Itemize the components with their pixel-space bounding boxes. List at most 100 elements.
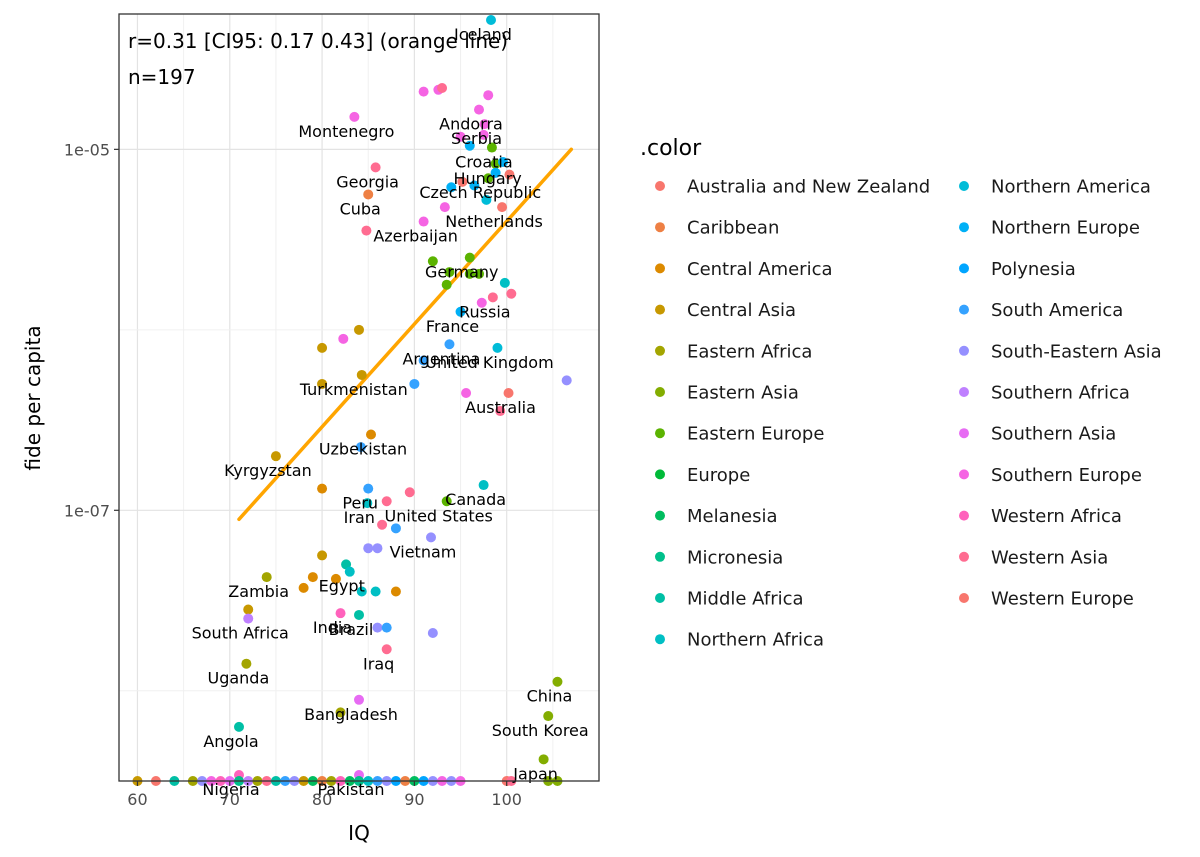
data-point bbox=[427, 628, 438, 639]
data-point bbox=[370, 586, 381, 597]
data-point bbox=[404, 487, 415, 498]
data-point bbox=[446, 182, 457, 193]
data-point bbox=[377, 519, 388, 530]
data-point bbox=[363, 543, 374, 554]
data-point bbox=[506, 288, 517, 299]
point-label: Canada bbox=[445, 490, 506, 509]
data-point bbox=[499, 277, 510, 288]
point-label: Japan bbox=[512, 764, 558, 783]
data-point bbox=[464, 252, 475, 263]
legend-swatch bbox=[655, 551, 665, 562]
point-label: Bangladesh bbox=[304, 705, 398, 724]
x-tick-label: 70 bbox=[220, 790, 240, 809]
data-point bbox=[298, 582, 309, 593]
data-point bbox=[241, 658, 252, 669]
data-point bbox=[487, 292, 498, 303]
data-point bbox=[366, 429, 376, 440]
legend-swatch bbox=[655, 304, 665, 315]
data-point bbox=[483, 173, 494, 184]
y-tick-label: 1e-07 bbox=[64, 501, 110, 520]
legend-swatch bbox=[959, 387, 969, 397]
legend-swatch bbox=[959, 345, 969, 356]
data-points bbox=[234, 15, 572, 780]
point-label: Zambia bbox=[228, 582, 289, 601]
point-label: India bbox=[313, 618, 352, 637]
data-point bbox=[317, 342, 328, 353]
legend-swatch bbox=[655, 263, 665, 274]
legend-title: .color bbox=[640, 136, 702, 161]
point-label: Australia bbox=[465, 398, 536, 417]
point-label: Azerbaijan bbox=[373, 227, 458, 246]
legend-swatch bbox=[959, 551, 969, 562]
data-point bbox=[381, 622, 392, 633]
legend-swatch bbox=[959, 510, 969, 521]
point-label: Andorra bbox=[439, 115, 503, 134]
data-point bbox=[349, 111, 360, 122]
data-point bbox=[418, 355, 429, 366]
legend-label: Southern Africa bbox=[991, 383, 1130, 404]
data-point bbox=[261, 572, 272, 583]
data-point bbox=[492, 342, 503, 353]
legend-label: Northern America bbox=[991, 177, 1151, 198]
legend-label: Micronesia bbox=[687, 547, 783, 568]
point-label: United States bbox=[385, 506, 493, 525]
panel-border bbox=[118, 13, 600, 782]
legend-label: Eastern Africa bbox=[687, 341, 812, 362]
legend-swatch bbox=[959, 304, 969, 315]
legend-label: Melanesia bbox=[687, 506, 778, 527]
legend-swatch bbox=[959, 428, 969, 439]
point-label: Vietnam bbox=[390, 542, 457, 561]
data-point bbox=[362, 498, 373, 509]
legend-label: Europe bbox=[687, 465, 750, 486]
data-point bbox=[552, 676, 563, 687]
legend-swatch bbox=[959, 263, 969, 274]
data-point bbox=[464, 268, 475, 279]
data-point bbox=[270, 451, 281, 462]
data-point bbox=[478, 480, 489, 491]
data-point bbox=[390, 586, 401, 597]
data-point bbox=[457, 176, 468, 187]
point-label: Uganda bbox=[207, 669, 269, 688]
legend-label: Caribbean bbox=[687, 218, 779, 239]
data-point bbox=[444, 339, 455, 350]
annotation-stats: r=0.31 [CI95: 0.17 0.43] (orange line) bbox=[128, 29, 508, 53]
data-point bbox=[481, 194, 492, 205]
data-point bbox=[461, 387, 472, 398]
data-point bbox=[478, 129, 489, 140]
data-point bbox=[476, 297, 487, 308]
legend-swatch bbox=[655, 634, 665, 645]
data-point bbox=[356, 369, 367, 380]
data-point bbox=[441, 496, 452, 507]
data-point bbox=[355, 442, 366, 453]
data-point bbox=[307, 572, 318, 583]
point-label: Georgia bbox=[336, 172, 399, 191]
point-label: Nigeria bbox=[202, 780, 259, 799]
data-point bbox=[439, 202, 450, 213]
legend-swatch bbox=[655, 345, 665, 356]
data-point bbox=[561, 375, 572, 386]
data-point bbox=[317, 378, 328, 389]
legend: .color Australia and New Zealand Caribbea… bbox=[640, 136, 1162, 651]
data-point bbox=[483, 90, 494, 101]
data-point bbox=[444, 267, 455, 278]
point-label: Pakistan bbox=[318, 780, 385, 799]
data-point bbox=[441, 279, 452, 290]
legend-label: Middle Africa bbox=[687, 589, 804, 610]
point-label: Russia bbox=[459, 302, 510, 321]
point-label: Montenegro bbox=[298, 122, 394, 141]
data-point bbox=[504, 169, 515, 180]
point-label: Serbia bbox=[451, 129, 502, 148]
legend-swatch bbox=[959, 469, 969, 480]
x-tick-label: 90 bbox=[404, 790, 424, 809]
legend-label: South America bbox=[991, 300, 1123, 321]
point-label: Peru bbox=[342, 494, 378, 513]
legend-label: Western Africa bbox=[991, 506, 1122, 527]
data-point bbox=[474, 268, 484, 279]
legend-swatch bbox=[655, 593, 665, 603]
data-point bbox=[372, 622, 383, 633]
point-label: Kyrgyzstan bbox=[224, 461, 312, 480]
data-point bbox=[503, 387, 514, 398]
data-point bbox=[363, 189, 374, 200]
data-point bbox=[338, 333, 349, 344]
